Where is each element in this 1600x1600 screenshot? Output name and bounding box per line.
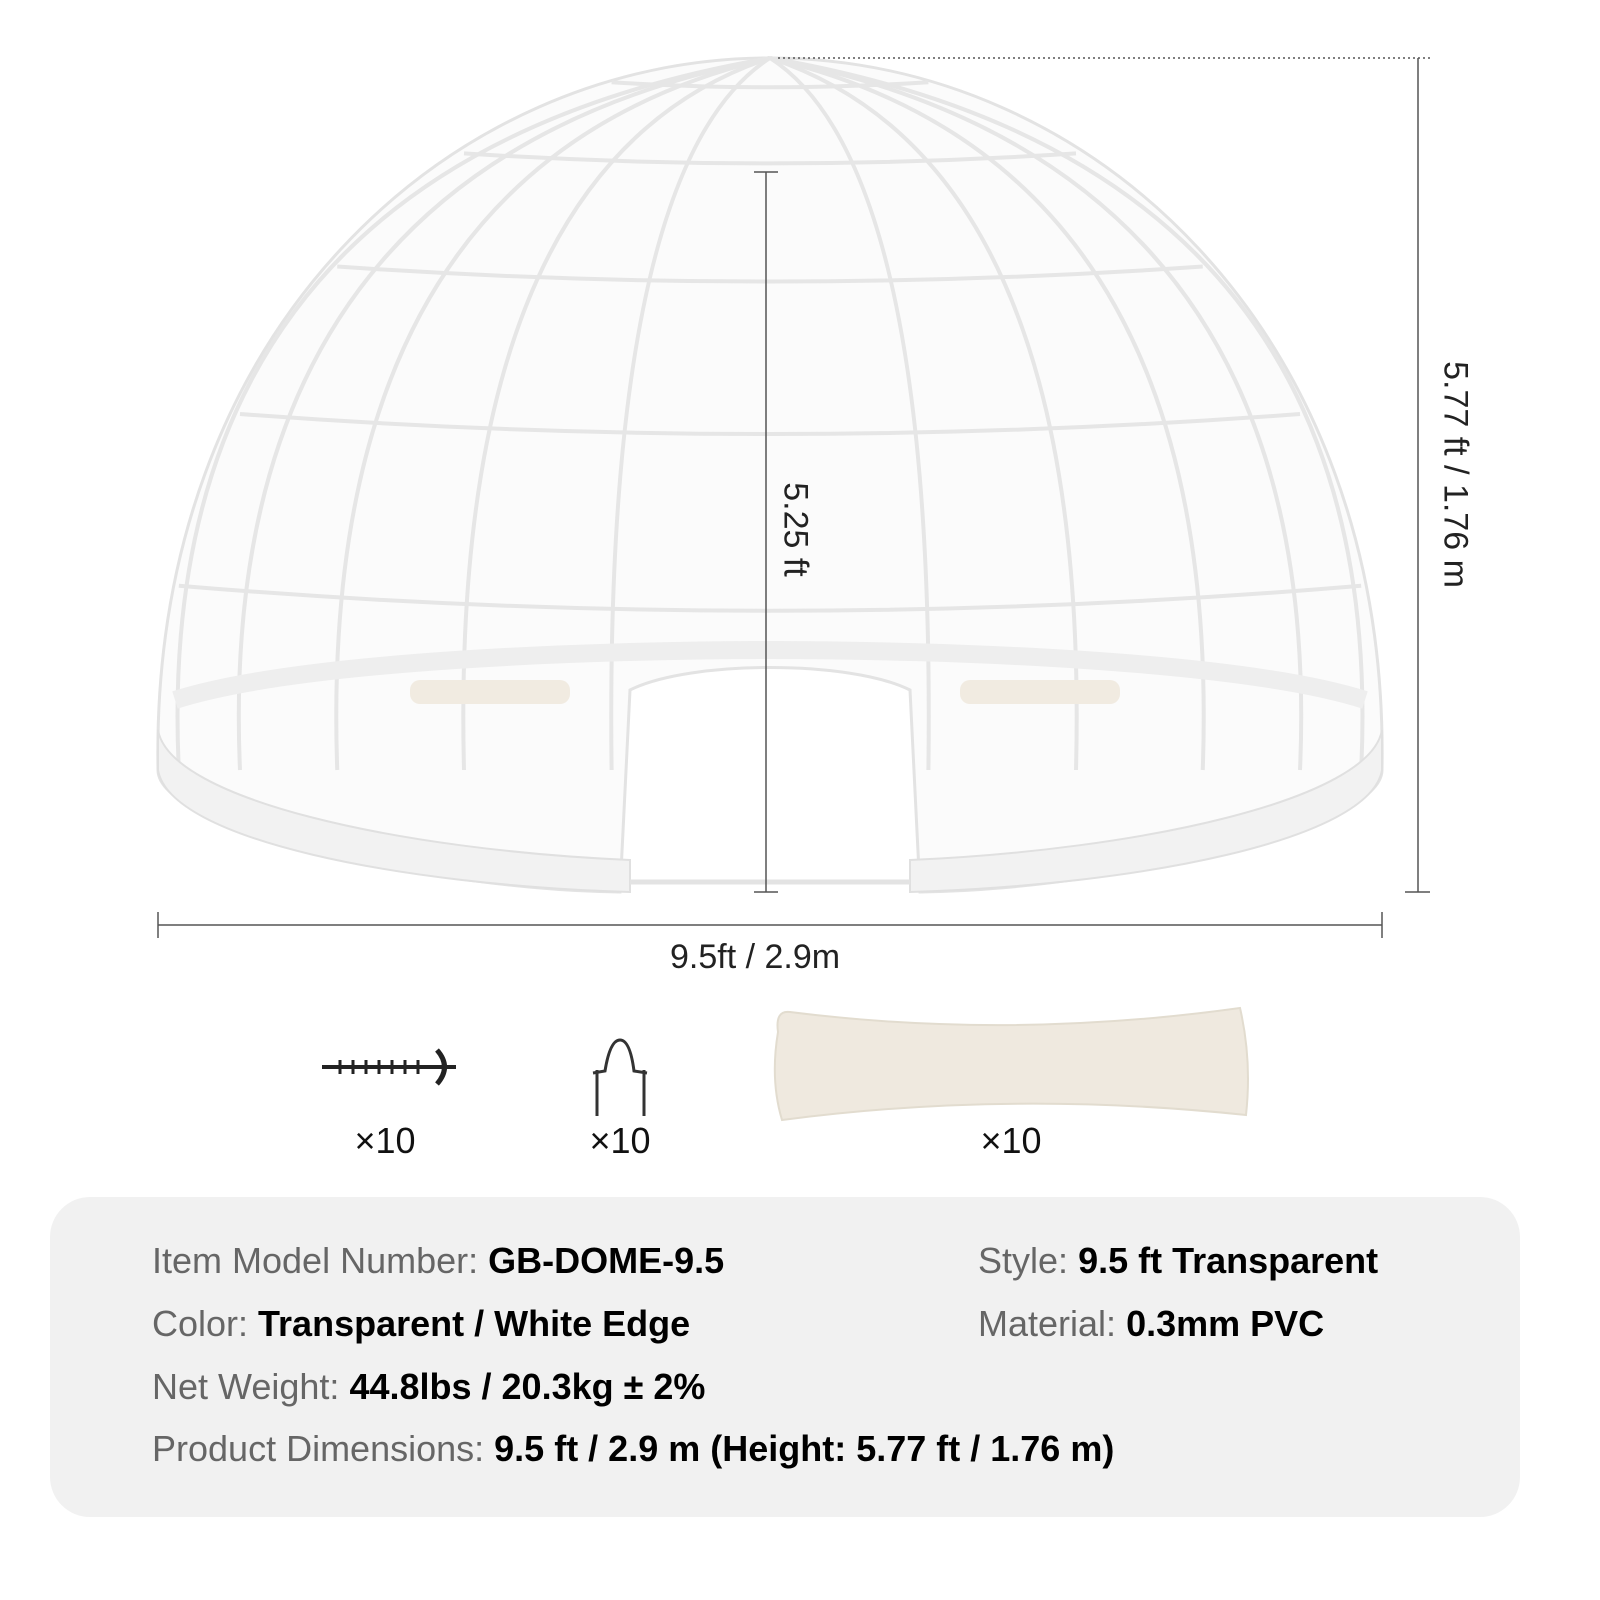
screw-stake-quantity: ×10	[354, 1120, 416, 1161]
width-dimension-label: 9.5ft / 2.9m	[670, 938, 841, 976]
spec-material: Material: 0.3mm PVC	[978, 1303, 1325, 1344]
ground-screw-stake-icon	[322, 1048, 456, 1086]
u-shaped-stake-icon	[592, 1038, 648, 1116]
u-stake-quantity: ×10	[589, 1120, 651, 1161]
interior-sandbag-right	[960, 680, 1120, 704]
base-band-left	[157, 729, 631, 894]
sandbag-icon	[773, 1006, 1249, 1122]
spec-dimensions: Product Dimensions: 9.5 ft / 2.9 m (Heig…	[152, 1428, 1115, 1469]
dome-shell	[156, 56, 1384, 894]
base-band-right	[909, 729, 1383, 894]
door-height-dimension-line	[754, 171, 778, 893]
geodesic-frame	[175, 56, 1365, 771]
door-height-label: 5.25 ft	[776, 482, 815, 577]
interior-sandbag-left	[410, 680, 570, 704]
spec-style: Style: 9.5 ft Transparent	[978, 1240, 1379, 1281]
spec-panel	[50, 1197, 1520, 1517]
height-dimension-label: 5.77 ft / 1.76 m	[1436, 361, 1475, 588]
width-dimension-line	[157, 912, 1383, 938]
inner-floor-band	[172, 640, 1368, 709]
spec-weight: Net Weight: 44.8lbs / 20.3kg ± 2%	[152, 1366, 706, 1407]
sandbag-quantity: ×10	[980, 1120, 1042, 1161]
spec-color: Color: Transparent / White Edge	[152, 1303, 691, 1344]
spec-model: Item Model Number: GB-DOME-9.5	[152, 1240, 725, 1281]
height-dimension-line	[778, 57, 1430, 893]
